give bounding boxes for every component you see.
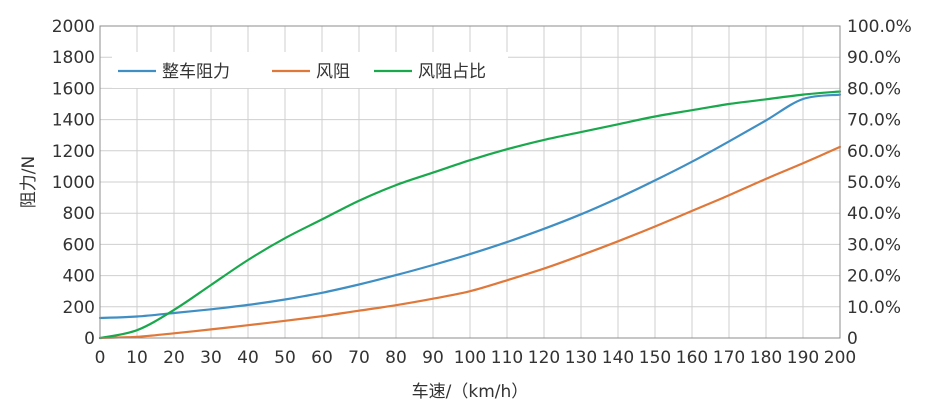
y2-tick-label: 50.0%: [847, 173, 901, 193]
y2-tick-labels: 0 10.0% 20.0% 30.0% 40.0% 50.0% 60.0% 70.0% 80.0…: [847, 17, 912, 349]
x-tick-label: 30: [200, 348, 222, 368]
air-resistance-line: [98, 145, 842, 340]
y-tick-label: 200: [63, 298, 95, 318]
x-tick-label: 130: [565, 348, 597, 368]
x-axis-title: 车速/（km/h）: [412, 382, 529, 402]
x-tick-label: 110: [491, 348, 523, 368]
whole-vehicle-resistance-line: [98, 93, 842, 320]
y2-tick-label: 40.0%: [847, 204, 901, 224]
x-tick-label: 150: [639, 348, 671, 368]
legend-label-1: 整车阻力: [162, 62, 230, 82]
x-tick-label: 40: [237, 348, 259, 368]
x-tick-label: 170: [713, 348, 745, 368]
y-tick-label: 1800: [52, 48, 95, 68]
y-axis-title: 阻力/N: [19, 156, 39, 208]
y2-tick-label: 90.0%: [847, 48, 901, 68]
y-tick-label: 1000: [52, 173, 95, 193]
y2-tick-label: 70.0%: [847, 111, 901, 131]
y-tick-label: 2000: [52, 17, 95, 37]
y-tick-label: 400: [63, 267, 95, 287]
y-tick-labels: 0 200 400 600 800 1000 1200 1400 1600 1800 2000: [52, 17, 95, 349]
y2-tick-label: 60.0%: [847, 142, 901, 162]
y2-tick-label: 10.0%: [847, 298, 901, 318]
y-tick-label: 1600: [52, 79, 95, 99]
legend-label-2: 风阻: [316, 62, 350, 82]
legend-label-3: 风阻占比: [418, 62, 486, 82]
y2-tick-label: 30.0%: [847, 235, 901, 255]
x-tick-label: 160: [676, 348, 708, 368]
x-tick-label: 90: [422, 348, 444, 368]
x-tick-label: 50: [274, 348, 296, 368]
y-tick-label: 1200: [52, 142, 95, 162]
y2-tick-label: 20.0%: [847, 267, 901, 287]
x-tick-label: 20: [163, 348, 185, 368]
x-tick-label: 200: [824, 348, 856, 368]
y-tick-label: 1400: [52, 111, 95, 131]
y2-tick-label: 100.0%: [847, 17, 912, 37]
x-tick-label: 190: [787, 348, 819, 368]
plot-frame: [99, 25, 841, 339]
y-tick-label: 0: [84, 329, 95, 349]
x-tick-label: 80: [385, 348, 407, 368]
x-tick-label: 100: [454, 348, 486, 368]
x-tick-labels: 0 10 20 30 40 50 60 70 80 90 100 110 120 130 140 150 160…: [95, 348, 857, 368]
x-tick-label: 140: [602, 348, 634, 368]
legend: 整车阻力 风阻 风阻占比: [112, 52, 508, 88]
y2-tick-label: 80.0%: [847, 79, 901, 99]
series-group: [98, 90, 842, 340]
y-tick-label: 800: [63, 204, 95, 224]
x-tick-label: 10: [126, 348, 148, 368]
x-tick-label: 120: [528, 348, 560, 368]
air-resistance-share-line: [98, 90, 842, 340]
x-tick-label: 0: [95, 348, 106, 368]
y-tick-label: 600: [63, 235, 95, 255]
x-tick-label: 180: [750, 348, 782, 368]
x-tick-label: 70: [348, 348, 370, 368]
x-tick-label: 60: [311, 348, 333, 368]
y2-tick-label: 0: [847, 329, 858, 349]
